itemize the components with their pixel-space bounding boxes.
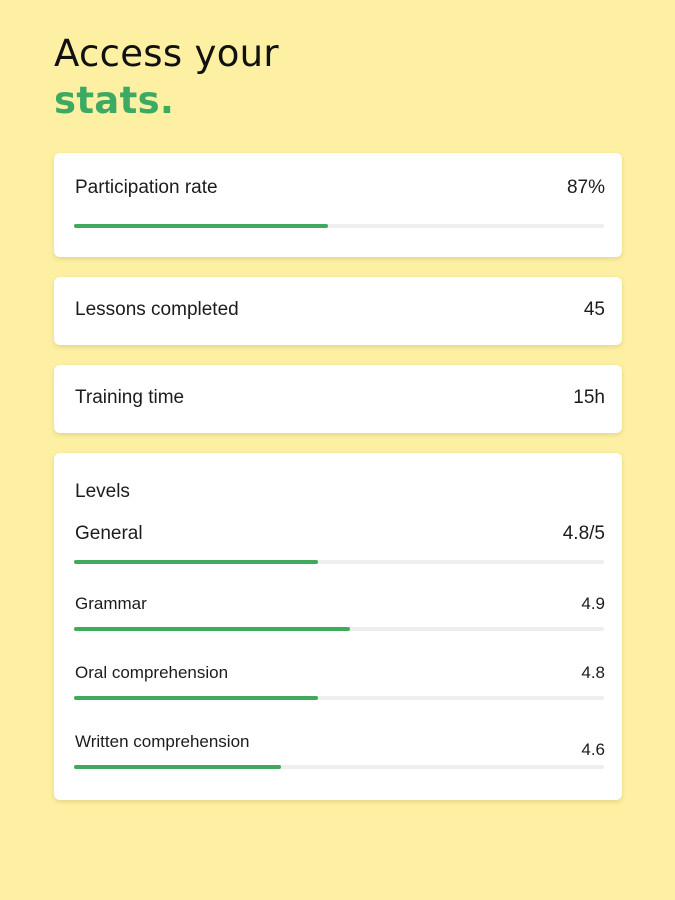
levels-title: Levels bbox=[75, 481, 130, 502]
participation-progress-fill bbox=[74, 224, 329, 228]
level-oral-progress-fill bbox=[74, 696, 318, 700]
participation-label: Participation rate bbox=[75, 177, 218, 198]
level-oral-label: Oral comprehension bbox=[75, 663, 229, 682]
training-row: Training time 15h bbox=[75, 387, 605, 409]
title-line-1: Access your bbox=[54, 32, 279, 75]
lessons-card: Lessons completed 45 bbox=[54, 277, 622, 345]
level-general-value: 4.8/5 bbox=[562, 523, 605, 544]
participation-value: 87% bbox=[566, 177, 605, 198]
level-general-progress-fill bbox=[74, 560, 318, 564]
title-line-2: stats. bbox=[54, 79, 175, 122]
training-card: Training time 15h bbox=[54, 365, 622, 433]
level-written-progress-track bbox=[74, 765, 604, 769]
level-general-progress-track bbox=[74, 560, 604, 564]
level-written-row: Written comprehension 4.6 bbox=[75, 732, 605, 760]
level-grammar-progress-fill bbox=[74, 627, 350, 631]
level-written-label: Written comprehension bbox=[75, 732, 250, 751]
level-oral-value: 4.8 bbox=[581, 663, 605, 682]
training-label: Training time bbox=[75, 387, 185, 408]
level-general-row: General 4.8/5 bbox=[75, 523, 605, 545]
level-grammar-row: Grammar 4.9 bbox=[75, 594, 605, 614]
levels-card: Levels General 4.8/5 Grammar 4.9 Oral co… bbox=[54, 453, 622, 800]
level-written-progress-fill bbox=[74, 765, 281, 769]
participation-progress-track bbox=[74, 224, 604, 228]
level-oral-row: Oral comprehension 4.8 bbox=[75, 663, 605, 683]
level-grammar-progress-track bbox=[74, 627, 604, 631]
lessons-row: Lessons completed 45 bbox=[75, 299, 605, 321]
level-general-label: General bbox=[75, 523, 143, 544]
page-title: Access your stats. bbox=[54, 30, 279, 124]
level-oral-progress-track bbox=[74, 696, 604, 700]
participation-row: Participation rate 87% bbox=[75, 177, 605, 199]
level-written-value: 4.6 bbox=[581, 740, 605, 759]
level-grammar-label: Grammar bbox=[75, 594, 147, 613]
lessons-label: Lessons completed bbox=[75, 299, 239, 320]
training-value: 15h bbox=[573, 387, 605, 408]
participation-card: Participation rate 87% bbox=[54, 153, 622, 257]
level-grammar-value: 4.9 bbox=[581, 594, 605, 613]
lessons-value: 45 bbox=[583, 299, 605, 320]
